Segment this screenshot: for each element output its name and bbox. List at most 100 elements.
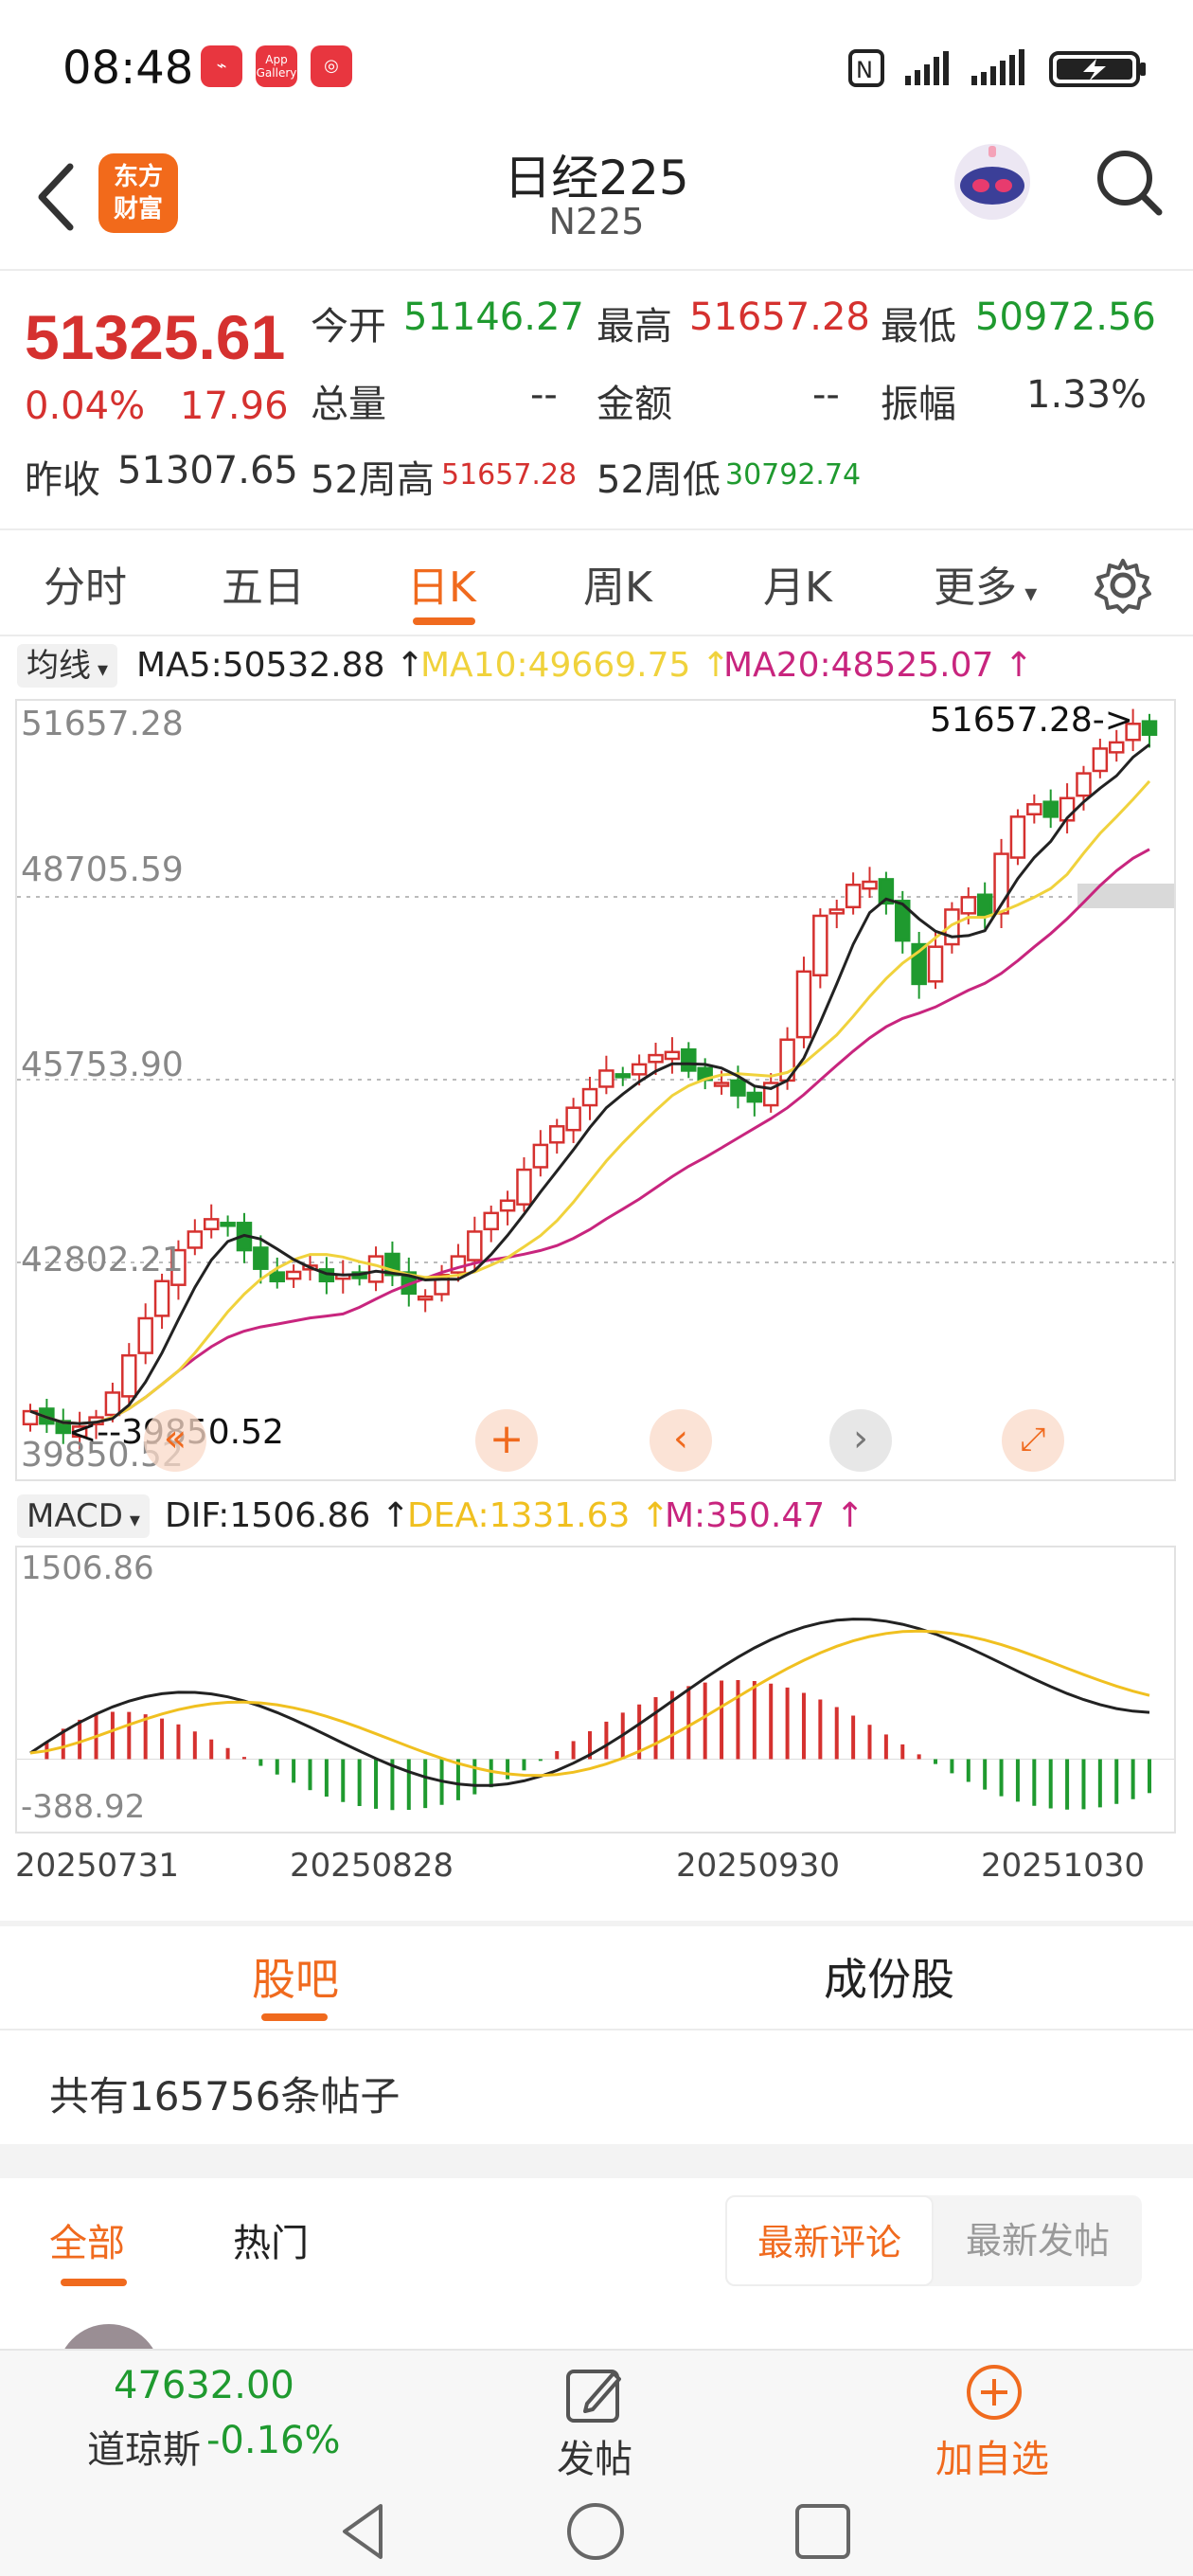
macd-svg	[17, 1618, 1174, 1811]
kline-chart[interactable]: 51657.28 48705.59 45753.90 42802.21 3985…	[15, 699, 1176, 1481]
candle-up	[104, 1391, 121, 1417]
compose-icon[interactable]	[564, 2364, 625, 2424]
current-price-band	[1077, 883, 1174, 908]
app-gallery-icon: App Gallery	[256, 45, 297, 87]
week52-high-value: 51657.28	[441, 458, 578, 492]
low-label: 最低	[881, 305, 956, 349]
candle-down	[681, 1047, 697, 1072]
y-label-4: 42802.21	[21, 1241, 184, 1279]
ma5-value: MA5:50532.88 ↑	[136, 646, 425, 685]
last-price: 51325.61	[25, 302, 286, 372]
tab-monthly-k[interactable]: 月K	[763, 564, 832, 612]
bottom-nav: 47632.00 道琼斯 -0.16% 发帖 加自选	[0, 2349, 1193, 2576]
candle-up	[812, 914, 828, 977]
tab-more[interactable]: 更多 ▾	[934, 553, 1037, 614]
ma5-line	[29, 743, 1150, 1425]
fullscreen-button[interactable]: ⤢	[1002, 1409, 1064, 1472]
sort-latest-comment[interactable]: 最新评论	[725, 2195, 934, 2286]
candle-up	[71, 1425, 88, 1439]
tab-constituents[interactable]: 成份股	[824, 1954, 954, 2005]
candle-up	[548, 1125, 565, 1144]
candle-up	[713, 1082, 730, 1087]
date-label: 20250731	[15, 1847, 180, 1885]
post-button-label[interactable]: 发帖	[557, 2438, 632, 2481]
candle-up	[795, 970, 812, 1039]
scroll-left-end-button[interactable]: «	[144, 1409, 206, 1472]
nfc-icon: N	[848, 49, 884, 87]
week52-low-value: 30792.74	[725, 458, 862, 492]
max-price-marker: 51657.28->	[930, 701, 1133, 740]
macd-y-bottom: -388.92	[21, 1788, 146, 1826]
eastmoney-logo: 东方 财富	[98, 153, 178, 233]
post-count-text: 共有165756条帖子	[49, 2073, 401, 2120]
recents-square-icon[interactable]	[790, 2498, 856, 2565]
scroll-right-button[interactable]: ›	[829, 1409, 892, 1472]
active-tab-indicator	[261, 2013, 328, 2021]
add-watchlist-label[interactable]: 加自选	[935, 2438, 1049, 2481]
open-label: 今开	[311, 305, 386, 349]
prev-close-value: 51307.65	[117, 449, 298, 492]
quote-panel: 51325.61 0.04% 17.96 今开 51146.27 最高 5165…	[0, 273, 1193, 528]
tab-guba[interactable]: 股吧	[252, 1954, 339, 2005]
candle-up	[828, 908, 845, 915]
tab-daily-k[interactable]: 日K	[407, 564, 476, 612]
index-value[interactable]: 47632.00	[114, 2364, 294, 2407]
tab-weekly-k[interactable]: 周K	[583, 564, 652, 612]
date-axis: 20250731 20250828 20250930 20251030	[0, 1837, 1193, 1894]
macd-indicator-row: MACD ▾ DIF:1506.86 ↑ DEA:1331.63 ↑ M:350…	[0, 1489, 1193, 1546]
candle-up	[1092, 747, 1109, 773]
high-label: 最高	[596, 305, 672, 349]
macd-y-top: 1506.86	[21, 1549, 154, 1587]
home-circle-icon[interactable]	[562, 2498, 629, 2565]
sort-toggle: 最新评论 最新发帖	[725, 2195, 1142, 2286]
index-name[interactable]: 道琼斯	[87, 2428, 201, 2472]
back-triangle-icon[interactable]	[331, 2498, 398, 2565]
macd-chart[interactable]: 1506.86 -388.92	[15, 1546, 1176, 1834]
robot-assistant-icon[interactable]	[945, 134, 1040, 229]
candle-down	[878, 878, 895, 905]
candle-down	[1141, 720, 1158, 736]
low-value: 50972.56	[975, 295, 1156, 339]
zoom-in-button[interactable]: +	[475, 1409, 538, 1472]
tab-intraday[interactable]: 分时	[44, 564, 127, 612]
candle-up	[581, 1087, 598, 1107]
tab-more-label: 更多	[934, 564, 1017, 612]
tab-five-day[interactable]: 五日	[222, 564, 305, 612]
candle-up	[516, 1168, 532, 1206]
index-change[interactable]: -0.16%	[206, 2419, 341, 2462]
candle-up	[1009, 815, 1026, 859]
change-value: 17.96	[180, 385, 289, 428]
prev-close-label: 昨收	[25, 458, 100, 502]
scroll-left-button[interactable]: ‹	[650, 1409, 712, 1472]
divider	[0, 2144, 1193, 2178]
dropdown-arrow-icon: ▾	[1017, 580, 1038, 608]
amount-value: --	[812, 373, 840, 417]
post-filter-row: 全部 热门 最新评论 最新发帖	[0, 2178, 1193, 2381]
signal-icon	[971, 49, 1024, 85]
ma-selector[interactable]: 均线 ▾	[17, 644, 118, 688]
candle-up	[483, 1211, 499, 1231]
active-tab-indicator	[413, 617, 475, 625]
macd-selector[interactable]: MACD ▾	[17, 1494, 150, 1538]
add-watchlist-icon[interactable]	[964, 2362, 1024, 2423]
filter-tab-all[interactable]: 全部	[49, 2222, 125, 2265]
filter-tab-hot[interactable]: 热门	[233, 2222, 309, 2265]
week52-high-label: 52周高	[311, 458, 435, 502]
search-icon[interactable]	[1091, 142, 1166, 227]
candle-up	[467, 1230, 483, 1261]
ma-indicator-row: 均线 ▾ MA5:50532.88 ↑ MA10:49669.75 ↑ MA20…	[0, 636, 1193, 695]
amplitude-label: 振幅	[881, 383, 956, 426]
candle-up	[137, 1316, 153, 1354]
candle-up	[532, 1143, 549, 1169]
settings-gear-icon[interactable]	[1095, 557, 1151, 614]
sort-latest-post[interactable]: 最新发帖	[965, 2220, 1110, 2262]
change-percent: 0.04%	[25, 385, 146, 428]
status-time: 08:48	[62, 42, 194, 95]
signal-icon	[905, 51, 949, 85]
m-value: M:350.47 ↑	[665, 1496, 864, 1535]
y-label-3: 45753.90	[21, 1046, 184, 1084]
divider	[0, 1921, 1193, 1926]
candle-up	[1125, 723, 1141, 742]
back-icon[interactable]	[32, 159, 78, 235]
status-icons: N	[848, 49, 1146, 87]
